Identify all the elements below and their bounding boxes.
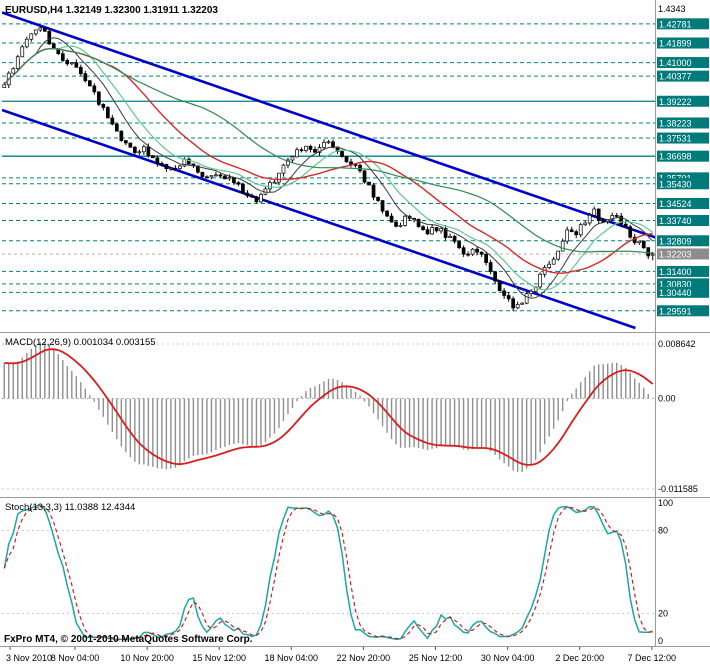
price-level-label: 1.34524: [659, 199, 692, 209]
price-level-label: 1.30830: [659, 279, 692, 289]
current-price-label: 1.32203: [659, 249, 692, 259]
stoch-indicator-label: Stoch(13,3,3) 11.0388 12.4344: [5, 502, 136, 513]
price-level-label: 1.30440: [659, 288, 692, 298]
price-level-label: 1.42781: [659, 19, 692, 29]
macd-indicator-label: MACD(12,26,9) 0.001034 0.003155: [5, 337, 156, 348]
price-level-label: 1.36698: [659, 152, 692, 162]
stoch-scale-label: 100: [658, 498, 673, 508]
time-axis-label: 10 Nov 20:00: [120, 653, 174, 663]
candlesticks: [2, 25, 655, 312]
time-axis-label: 18 Nov 04:00: [265, 653, 319, 663]
macd-scale-label: -0.011585: [658, 484, 698, 494]
copyright-label: FxPro MT4, © 2001-2010 MetaQuotes Softwa…: [4, 634, 253, 645]
time-axis-label: 15 Nov 12:00: [192, 653, 246, 663]
time-axis-label: 7 Dec 12:00: [628, 653, 677, 663]
price-level-label: 1.33740: [659, 216, 692, 226]
price-level-label: 1.29591: [659, 306, 692, 316]
stoch-scale-label: 80: [658, 526, 668, 536]
moving-average-lines: [3, 37, 654, 299]
stoch-scale-label: 0: [658, 636, 663, 646]
price-scale: 1.4343 1.42781 1.41899 1.41000 1.40377 1.3922…: [657, 4, 709, 317]
time-axis-label: 3 Nov 2010: [6, 653, 52, 663]
stoch-main-line: [3, 504, 653, 641]
price-level-label: 1.37531: [659, 134, 692, 144]
stoch-scale-label: 20: [658, 608, 668, 618]
time-axis-label: 30 Nov 04:00: [481, 653, 535, 663]
time-axis-label: 8 Nov 04:00: [51, 653, 100, 663]
price-level-label: 1.41000: [659, 58, 692, 68]
time-axis-label: 2 Dec 20:00: [555, 653, 604, 663]
axis-max-label: 1.4343: [658, 4, 686, 14]
macd-scale-label: 0.00: [658, 394, 676, 404]
macd-signal-line: [4, 348, 654, 466]
stoch-scale: 100 80 20 0: [658, 498, 673, 646]
price-level-label: 1.35430: [659, 179, 692, 189]
price-level-label: 1.32809: [659, 236, 692, 246]
time-axis-label: 25 Nov 12:00: [409, 653, 463, 663]
price-level-label: 1.38223: [659, 118, 692, 128]
stoch-gridlines: [2, 530, 655, 614]
price-level-label: 1.31400: [659, 267, 692, 277]
macd-scale: 0.008642 0.00 -0.011585: [658, 339, 698, 494]
price-level-label: 1.41899: [659, 39, 692, 49]
time-axis-label: 22 Nov 20:00: [337, 653, 391, 663]
stoch-signal-line: [3, 505, 653, 640]
macd-scale-label: 0.008642: [658, 339, 696, 349]
price-level-label: 1.40377: [659, 72, 692, 82]
symbol-period-ohlc-label: EURUSD,H4 1.32149 1.32300 1.31911 1.3220…: [5, 5, 218, 16]
price-level-label: 1.39222: [659, 97, 692, 107]
